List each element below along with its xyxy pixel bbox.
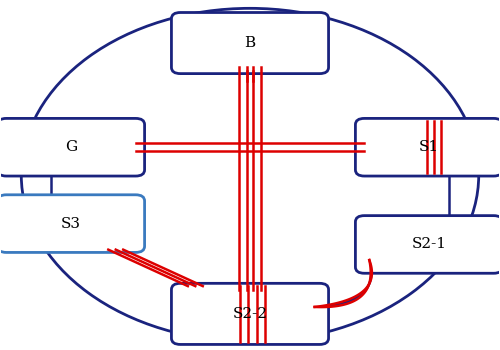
FancyBboxPatch shape [356,118,500,176]
Text: S3: S3 [61,217,81,231]
FancyBboxPatch shape [0,118,144,176]
Text: S2-2: S2-2 [232,307,268,321]
FancyBboxPatch shape [172,13,328,74]
FancyBboxPatch shape [356,216,500,273]
Text: S2-1: S2-1 [412,237,446,251]
Text: S1: S1 [419,140,439,154]
Text: G: G [65,140,77,154]
Text: B: B [244,36,256,50]
FancyBboxPatch shape [172,284,328,344]
FancyBboxPatch shape [0,195,144,252]
